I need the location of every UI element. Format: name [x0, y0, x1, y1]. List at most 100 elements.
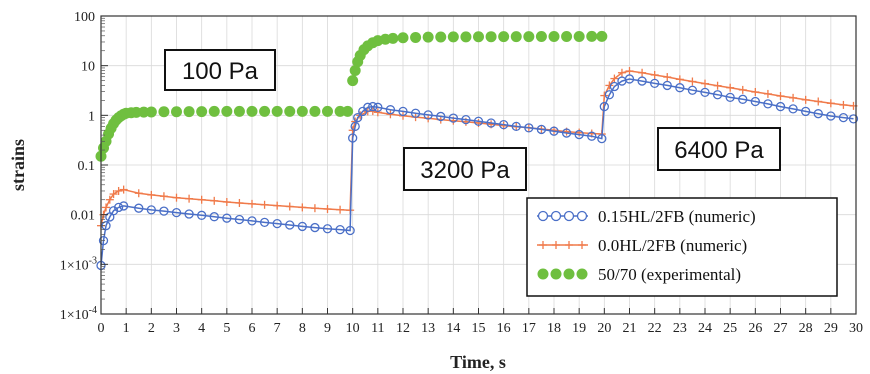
data-point — [574, 129, 584, 140]
data-point — [473, 31, 484, 43]
annotation-6400pa: 6400 Pa — [657, 127, 781, 171]
data-point — [98, 235, 109, 246]
data-point — [222, 197, 231, 206]
x-axis-label: Time, s — [450, 352, 506, 372]
data-point — [751, 87, 760, 96]
data-point — [573, 30, 585, 42]
x-tick-label: 28 — [799, 321, 813, 336]
data-point — [310, 204, 319, 213]
data-point — [624, 74, 635, 84]
x-tick-label: 29 — [824, 321, 838, 336]
data-point — [596, 30, 608, 42]
data-point — [298, 203, 307, 212]
data-point — [687, 85, 698, 95]
data-point — [171, 207, 182, 218]
data-point — [609, 81, 620, 92]
x-tick-label: 4 — [198, 321, 205, 336]
data-point — [373, 108, 382, 117]
data-point — [363, 102, 373, 112]
data-point — [610, 74, 619, 83]
series-layer — [95, 30, 859, 271]
data-point — [322, 224, 333, 234]
data-point — [322, 105, 333, 117]
annotation-100pa-text: 100 Pa — [182, 58, 259, 85]
data-point — [113, 202, 124, 213]
x-tick-label: 7 — [274, 321, 281, 336]
data-point — [801, 106, 811, 117]
legend-marker — [550, 268, 562, 280]
legend-marker — [563, 268, 575, 280]
data-point — [349, 64, 361, 76]
data-point — [738, 94, 748, 104]
x-tick-label: 11 — [371, 321, 384, 336]
legend-label: 0.0HL/2FB (numeric) — [598, 236, 747, 255]
x-tick-label: 10 — [346, 321, 360, 336]
data-point — [247, 216, 257, 226]
data-point — [813, 109, 823, 119]
legend-box — [526, 197, 838, 297]
data-point — [158, 106, 170, 118]
data-point — [663, 73, 672, 82]
data-point — [410, 108, 421, 118]
annotation-3200pa-text: 3200 Pa — [420, 157, 510, 184]
data-point — [147, 190, 156, 199]
series-line — [100, 78, 854, 266]
data-point — [134, 189, 143, 198]
data-point — [436, 111, 446, 122]
data-point — [675, 75, 684, 84]
legend: 0.15HL/2FB (numeric) 0.0HL/2FB (numeric) 5… — [526, 197, 838, 297]
data-point — [776, 92, 785, 101]
data-point — [119, 185, 128, 194]
data-point — [259, 105, 271, 117]
x-tick-label: 0 — [98, 321, 105, 336]
x-tick-label: 21 — [623, 321, 637, 336]
data-point — [701, 79, 709, 88]
y-tick-label: 1×10-4 — [60, 305, 97, 323]
data-point — [599, 101, 609, 112]
data-point — [637, 76, 647, 86]
data-point — [763, 99, 773, 109]
data-point — [763, 89, 772, 98]
y-axis-label: strains — [8, 139, 28, 191]
data-point — [368, 101, 378, 112]
data-point — [713, 81, 722, 90]
x-tick-label: 20 — [597, 321, 611, 336]
data-point — [196, 106, 208, 118]
data-point — [221, 105, 233, 117]
data-point — [486, 118, 496, 128]
data-point — [171, 106, 182, 118]
data-point — [272, 218, 282, 229]
data-point — [259, 217, 270, 228]
legend-marker — [563, 210, 575, 222]
data-point — [273, 201, 282, 210]
x-tick-label: 19 — [572, 321, 586, 336]
data-point — [297, 221, 307, 232]
x-tick-label: 8 — [299, 321, 306, 336]
x-tick-label: 18 — [547, 321, 561, 336]
data-point — [510, 31, 522, 43]
data-point — [348, 133, 358, 143]
legend-item-2: 50/70 (experimental) — [537, 265, 741, 284]
y-tick-label: 0.1 — [78, 159, 96, 174]
series-0 — [96, 74, 859, 271]
x-tick-label: 1 — [123, 321, 130, 336]
y-tick-label: 10 — [81, 60, 95, 75]
data-point — [597, 133, 607, 144]
data-point — [448, 113, 458, 123]
data-point — [814, 97, 823, 106]
data-point — [605, 81, 614, 90]
data-point — [159, 206, 169, 216]
data-point — [461, 114, 471, 125]
data-point — [662, 80, 672, 91]
data-point — [638, 68, 647, 77]
data-point — [775, 101, 786, 112]
data-point — [447, 31, 459, 43]
data-point — [159, 192, 168, 201]
data-point — [688, 77, 697, 86]
data-point — [499, 119, 509, 130]
data-point — [184, 209, 194, 219]
x-tick-label: 22 — [648, 321, 662, 336]
x-tick-label: 17 — [522, 321, 536, 336]
data-point — [345, 225, 355, 236]
